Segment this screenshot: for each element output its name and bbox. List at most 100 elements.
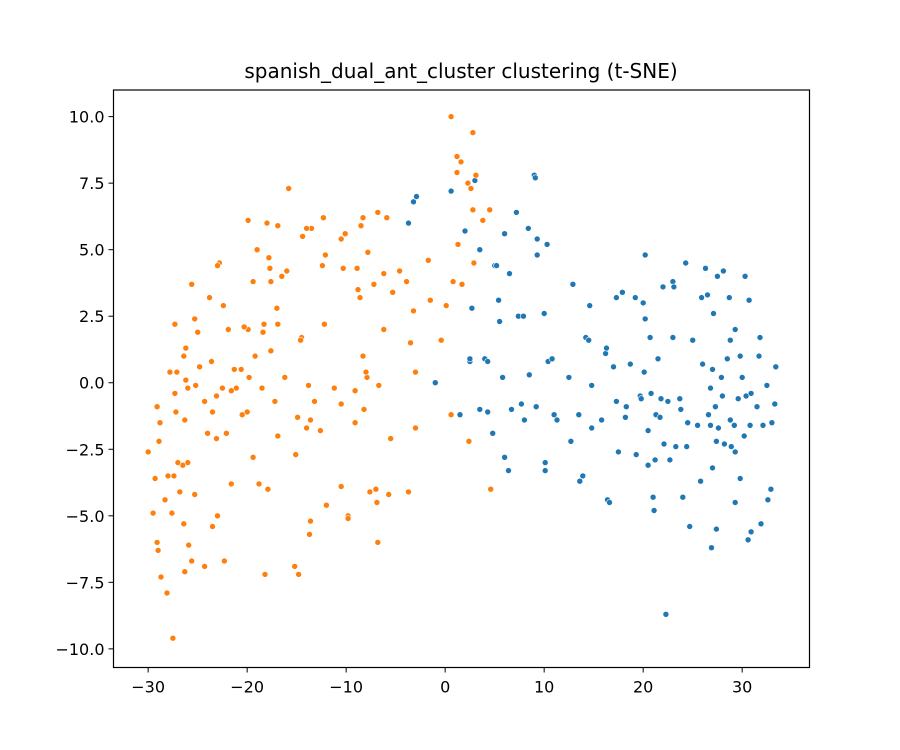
data-point — [273, 304, 281, 312]
data-point — [240, 323, 248, 331]
y-tick-label: 10.0 — [69, 108, 105, 127]
data-point — [736, 475, 744, 482]
data-point — [513, 209, 520, 216]
data-point — [161, 496, 169, 504]
data-point — [484, 408, 492, 416]
data-point — [410, 307, 417, 315]
data-point — [194, 328, 201, 336]
data-point — [731, 499, 739, 506]
data-point — [359, 352, 367, 360]
data-point — [649, 493, 657, 501]
data-point — [249, 278, 257, 285]
y-tick-label: 2.5 — [79, 307, 104, 326]
data-point — [531, 174, 539, 182]
data-point — [637, 395, 645, 403]
data-point — [188, 280, 195, 288]
data-point — [182, 376, 190, 384]
data-point — [626, 360, 634, 368]
data-point — [412, 424, 419, 432]
data-point — [267, 347, 275, 355]
data-point — [602, 350, 609, 357]
data-point — [176, 488, 184, 496]
data-point — [360, 406, 368, 413]
data-point — [694, 421, 701, 429]
data-point — [185, 541, 192, 549]
data-point — [362, 368, 370, 376]
data-point — [541, 459, 549, 466]
data-point — [453, 153, 461, 160]
data-point — [468, 304, 476, 312]
data-point — [476, 246, 484, 253]
data-point — [184, 384, 192, 392]
data-point — [192, 382, 199, 389]
data-point — [467, 185, 475, 192]
data-point — [647, 390, 655, 397]
data-point — [727, 443, 735, 450]
data-point — [712, 403, 719, 411]
data-point — [285, 185, 293, 192]
data-point — [364, 249, 372, 256]
data-point — [213, 435, 220, 442]
data-point — [243, 408, 251, 416]
x-tick-label: −20 — [230, 678, 264, 697]
data-point — [201, 398, 208, 405]
data-point — [567, 437, 575, 445]
data-point — [745, 296, 753, 304]
data-point — [274, 222, 282, 229]
data-point — [586, 302, 594, 309]
data-point — [672, 443, 680, 450]
chart-title: spanish_dual_ant_cluster clustering (t-S… — [244, 59, 677, 83]
data-point — [156, 419, 164, 427]
data-point — [374, 209, 382, 216]
data-point — [155, 437, 163, 445]
data-point — [763, 382, 771, 389]
data-point — [323, 501, 330, 509]
data-point — [666, 456, 674, 464]
data-point — [213, 392, 220, 400]
data-point — [641, 251, 649, 259]
data-point — [520, 312, 527, 320]
data-point — [657, 395, 665, 403]
data-point — [548, 355, 556, 363]
data-point — [209, 408, 216, 416]
data-point — [274, 320, 282, 328]
data-point — [255, 480, 263, 488]
data-point — [363, 374, 371, 381]
data-point — [410, 198, 417, 206]
data-point — [731, 448, 739, 456]
data-point — [489, 429, 497, 437]
data-point — [373, 499, 381, 506]
data-point — [755, 352, 763, 360]
data-point — [447, 187, 455, 195]
data-point — [449, 278, 457, 285]
y-tick-label: 5.0 — [79, 241, 104, 260]
data-point — [306, 531, 313, 538]
data-point — [330, 384, 338, 392]
data-point — [615, 448, 622, 456]
data-point — [669, 334, 677, 341]
data-point — [412, 368, 419, 376]
data-point — [651, 456, 659, 464]
data-point — [569, 280, 577, 288]
data-point — [201, 563, 208, 570]
data-point — [756, 334, 764, 341]
data-point — [261, 571, 269, 578]
data-point — [173, 368, 181, 376]
data-point — [610, 363, 617, 371]
data-point — [465, 437, 473, 445]
data-point — [713, 437, 720, 445]
data-point — [486, 206, 494, 214]
data-point — [698, 294, 705, 301]
data-point — [341, 230, 349, 237]
data-point — [370, 280, 378, 288]
data-point — [403, 278, 410, 285]
data-point — [344, 515, 352, 522]
y-tick-label: −5.0 — [66, 507, 105, 526]
data-point — [646, 334, 654, 341]
data-point — [453, 169, 461, 176]
data-point — [244, 217, 252, 224]
data-point — [689, 336, 697, 344]
data-point — [613, 398, 620, 405]
data-point — [705, 411, 712, 419]
data-point — [454, 241, 462, 248]
